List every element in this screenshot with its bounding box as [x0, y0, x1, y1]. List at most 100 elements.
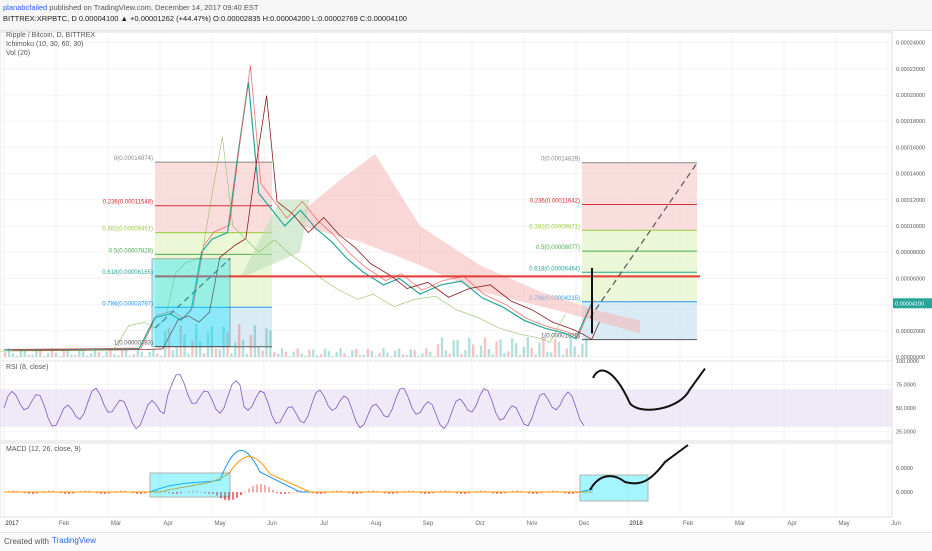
- volume-bar: [148, 351, 151, 357]
- macd-histogram-bar: [492, 492, 494, 494]
- macd-histogram-bar: [296, 490, 298, 493]
- macd-histogram-bar: [284, 492, 286, 494]
- volume-bar: [132, 353, 136, 357]
- macd-histogram-bar: [420, 492, 422, 494]
- volume-bar: [97, 352, 100, 357]
- volume-bar: [39, 350, 42, 357]
- rsi-tick-label: 25.0000: [896, 430, 916, 436]
- macd-histogram-bar: [232, 492, 234, 500]
- volume-bar: [499, 339, 502, 357]
- macd-histogram-bar: [212, 492, 214, 494]
- volume-bar: [175, 347, 178, 357]
- macd-histogram-bar: [72, 492, 74, 494]
- volume-bar: [167, 327, 171, 357]
- volume-bar: [241, 339, 245, 357]
- volume-bar: [440, 337, 444, 357]
- y-tick-label: 0.00020000: [896, 93, 925, 99]
- volume-bar: [557, 341, 561, 357]
- volume-bar: [464, 350, 467, 357]
- volume-bar: [269, 330, 272, 357]
- volume-bar: [366, 348, 370, 357]
- volume-bar: [386, 352, 389, 357]
- fib-left-label: 1(0.00000783): [114, 341, 153, 347]
- volume-bar: [331, 356, 334, 357]
- volume-bar: [394, 350, 397, 357]
- macd-histogram-bar: [184, 491, 186, 493]
- volume-bar: [405, 355, 409, 357]
- macd-histogram-bar: [572, 492, 574, 494]
- macd-histogram-bar: [252, 485, 254, 493]
- x-tick-label: Dec: [579, 521, 590, 527]
- volume-bar: [495, 341, 498, 357]
- y-tick-label: 0.00008000: [896, 250, 925, 256]
- volume-bar: [46, 352, 50, 357]
- macd-histogram-bar: [132, 492, 134, 494]
- fib-left-label: 0.236(0.00011548): [103, 200, 153, 206]
- volume-bar: [280, 348, 284, 357]
- volume-bar: [343, 353, 346, 357]
- volume-bar: [78, 349, 81, 357]
- x-tick-label: Jun: [267, 521, 277, 527]
- volume-bar: [11, 353, 15, 357]
- macd-histogram-bar: [324, 492, 326, 494]
- projection-line-left: [154, 258, 231, 329]
- macd-histogram-bar: [60, 492, 62, 494]
- volume-bar: [514, 343, 518, 357]
- volume-bar: [93, 348, 97, 357]
- volume-bar: [374, 356, 377, 357]
- rsi-projection: [592, 367, 706, 411]
- x-tick-label: May: [214, 521, 225, 527]
- fib-right-zone: [582, 230, 697, 252]
- macd-histogram-bar: [348, 492, 350, 494]
- macd-histogram-bar: [24, 492, 26, 494]
- x-tick-label: Apr: [787, 521, 796, 527]
- volume-bar: [226, 331, 229, 357]
- volume-bar: [31, 354, 34, 357]
- volume-bar: [475, 355, 479, 357]
- volume-bar: [199, 341, 202, 357]
- volume-bar: [351, 350, 354, 357]
- volume-bar: [163, 330, 167, 357]
- volume-bar: [179, 325, 182, 357]
- volume-bar: [230, 353, 233, 357]
- macd-histogram-bar: [204, 492, 206, 494]
- volume-bar: [187, 353, 190, 357]
- volume-bar: [85, 355, 89, 357]
- macd-histogram-bar: [64, 492, 66, 494]
- macd-histogram-bar: [172, 492, 174, 494]
- macd-histogram-bar: [272, 489, 274, 493]
- tradingview-link[interactable]: TradingView: [52, 536, 97, 545]
- macd-histogram-bar: [144, 492, 146, 494]
- fib-right-label: 0.5(0.00008077): [536, 245, 580, 251]
- macd-histogram-bar: [176, 492, 178, 494]
- volume-bar: [300, 353, 303, 357]
- volume-bar: [183, 334, 186, 357]
- volume-bar: [323, 348, 327, 357]
- created-with-text: Created with: [4, 537, 49, 546]
- volume-bar: [561, 354, 565, 357]
- volume-bar: [117, 355, 120, 357]
- volume-bar: [397, 348, 401, 357]
- macd-histogram-bar: [356, 492, 358, 494]
- volume-bar: [19, 350, 22, 357]
- author-link[interactable]: planabcfailed: [3, 3, 48, 12]
- volume-bar: [304, 355, 307, 357]
- macd-histogram-bar: [288, 492, 290, 494]
- volume-bar: [7, 348, 11, 357]
- macd-histogram-bar: [424, 492, 426, 494]
- volume-bar: [362, 354, 366, 357]
- x-tick-label: Feb: [683, 521, 694, 527]
- volume-bar: [390, 356, 393, 357]
- macd-tick-label: 0.0000: [896, 466, 913, 472]
- volume-bar: [569, 337, 572, 357]
- volume-bar: [401, 354, 405, 357]
- x-tick-label: Feb: [59, 521, 70, 527]
- macd-panel: [0, 442, 893, 518]
- macd-highlight-box: [149, 472, 231, 498]
- volume-bar: [277, 353, 280, 357]
- x-tick-label: Mar: [735, 521, 745, 527]
- volume-bar: [105, 351, 108, 357]
- ichimoku-label: Ichimoku (10, 30, 60, 30): [6, 41, 84, 48]
- volume-bar: [370, 350, 373, 357]
- macd-histogram-bar: [100, 492, 102, 494]
